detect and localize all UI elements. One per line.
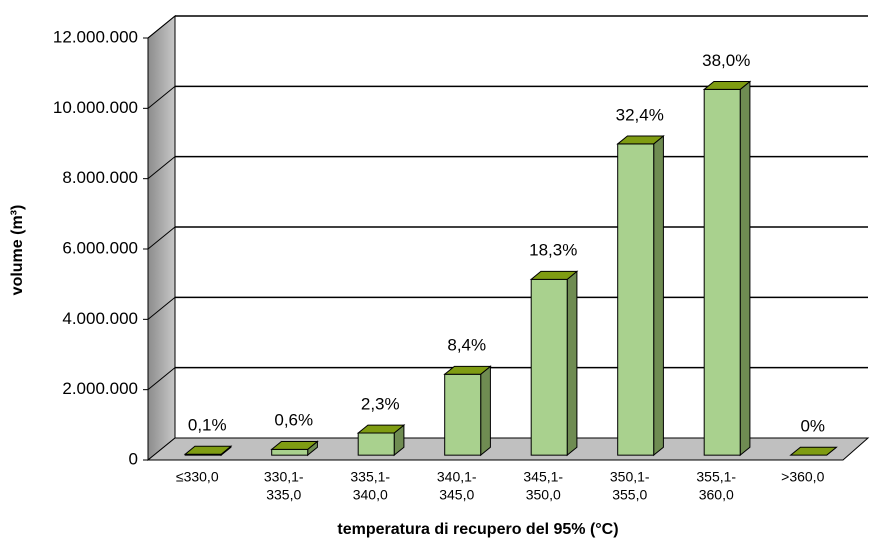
bar — [703, 88, 741, 456]
y-tick-label: 8.000.000 — [62, 168, 138, 187]
x-tick-label: 350,0 — [526, 487, 561, 503]
bar-top — [183, 445, 233, 455]
x-tick-label: 335,1- — [350, 469, 390, 485]
x-tick-label: 335,0 — [266, 487, 301, 503]
share-label: 18,3% — [529, 241, 577, 260]
bar-top — [616, 135, 665, 145]
bar — [444, 373, 482, 456]
x-tick-label: 350,1- — [610, 469, 650, 485]
bar-top — [443, 365, 492, 375]
y-tick-label: 6.000.000 — [62, 238, 138, 257]
bar-side — [739, 80, 751, 457]
share-label: 0% — [800, 416, 825, 435]
bar-side — [480, 365, 491, 457]
x-tick-label: 360,0 — [699, 487, 734, 503]
x-tick-label: 340,1- — [437, 469, 477, 485]
grid-line — [147, 85, 176, 109]
share-label: 2,3% — [361, 394, 400, 413]
bar — [617, 143, 655, 456]
share-label: 8,4% — [447, 336, 486, 355]
x-tick-label: 340,0 — [353, 487, 388, 503]
y-tick-label: 0 — [129, 449, 138, 468]
x-axis-title: temperatura di recupero del 95% (°C) — [337, 521, 618, 538]
y-axis-title: volume (m³) — [9, 205, 26, 296]
grid-line — [147, 367, 176, 391]
bar-top — [270, 440, 319, 450]
y-tick-label: 2.000.000 — [62, 379, 138, 398]
bar-side — [566, 270, 578, 457]
x-tick-label: >360,0 — [781, 469, 824, 485]
bar-top — [789, 446, 838, 456]
grid-line — [147, 296, 176, 320]
grid-line — [147, 15, 176, 39]
y-tick-label: 12.000.000 — [53, 27, 138, 46]
floor — [146, 437, 870, 461]
bar-side — [653, 134, 664, 457]
x-tick-label: 345,0 — [439, 487, 474, 503]
bar — [530, 278, 568, 456]
y-tick-label: 10.000.000 — [53, 98, 138, 117]
share-label: 32,4% — [616, 105, 664, 124]
share-label: 38,0% — [702, 51, 750, 70]
x-tick-label: 355,1- — [696, 469, 736, 485]
grid-line — [147, 226, 176, 250]
grid-line — [147, 156, 176, 180]
x-tick-label: 330,1- — [264, 469, 304, 485]
bar-top — [356, 424, 406, 434]
x-tick-label: 355,0 — [612, 487, 647, 503]
bar — [357, 432, 395, 456]
bar-top — [529, 270, 579, 280]
bar-top — [702, 81, 752, 90]
share-label: 0,6% — [274, 411, 313, 430]
bar — [271, 448, 309, 456]
x-tick-label: ≤330,0 — [176, 469, 219, 485]
x-tick-label: 345,1- — [523, 469, 563, 485]
share-label: 0,1% — [188, 416, 227, 435]
y-tick-label: 4.000.000 — [62, 309, 138, 328]
